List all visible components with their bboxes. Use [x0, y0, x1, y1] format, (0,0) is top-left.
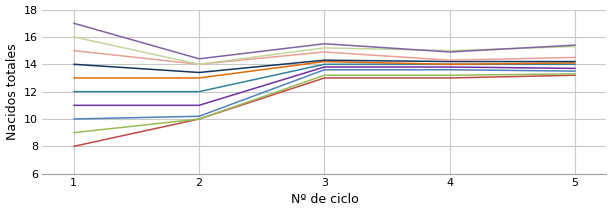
Y-axis label: Nacidos totales: Nacidos totales — [6, 43, 18, 140]
X-axis label: Nº de ciclo: Nº de ciclo — [291, 193, 358, 206]
